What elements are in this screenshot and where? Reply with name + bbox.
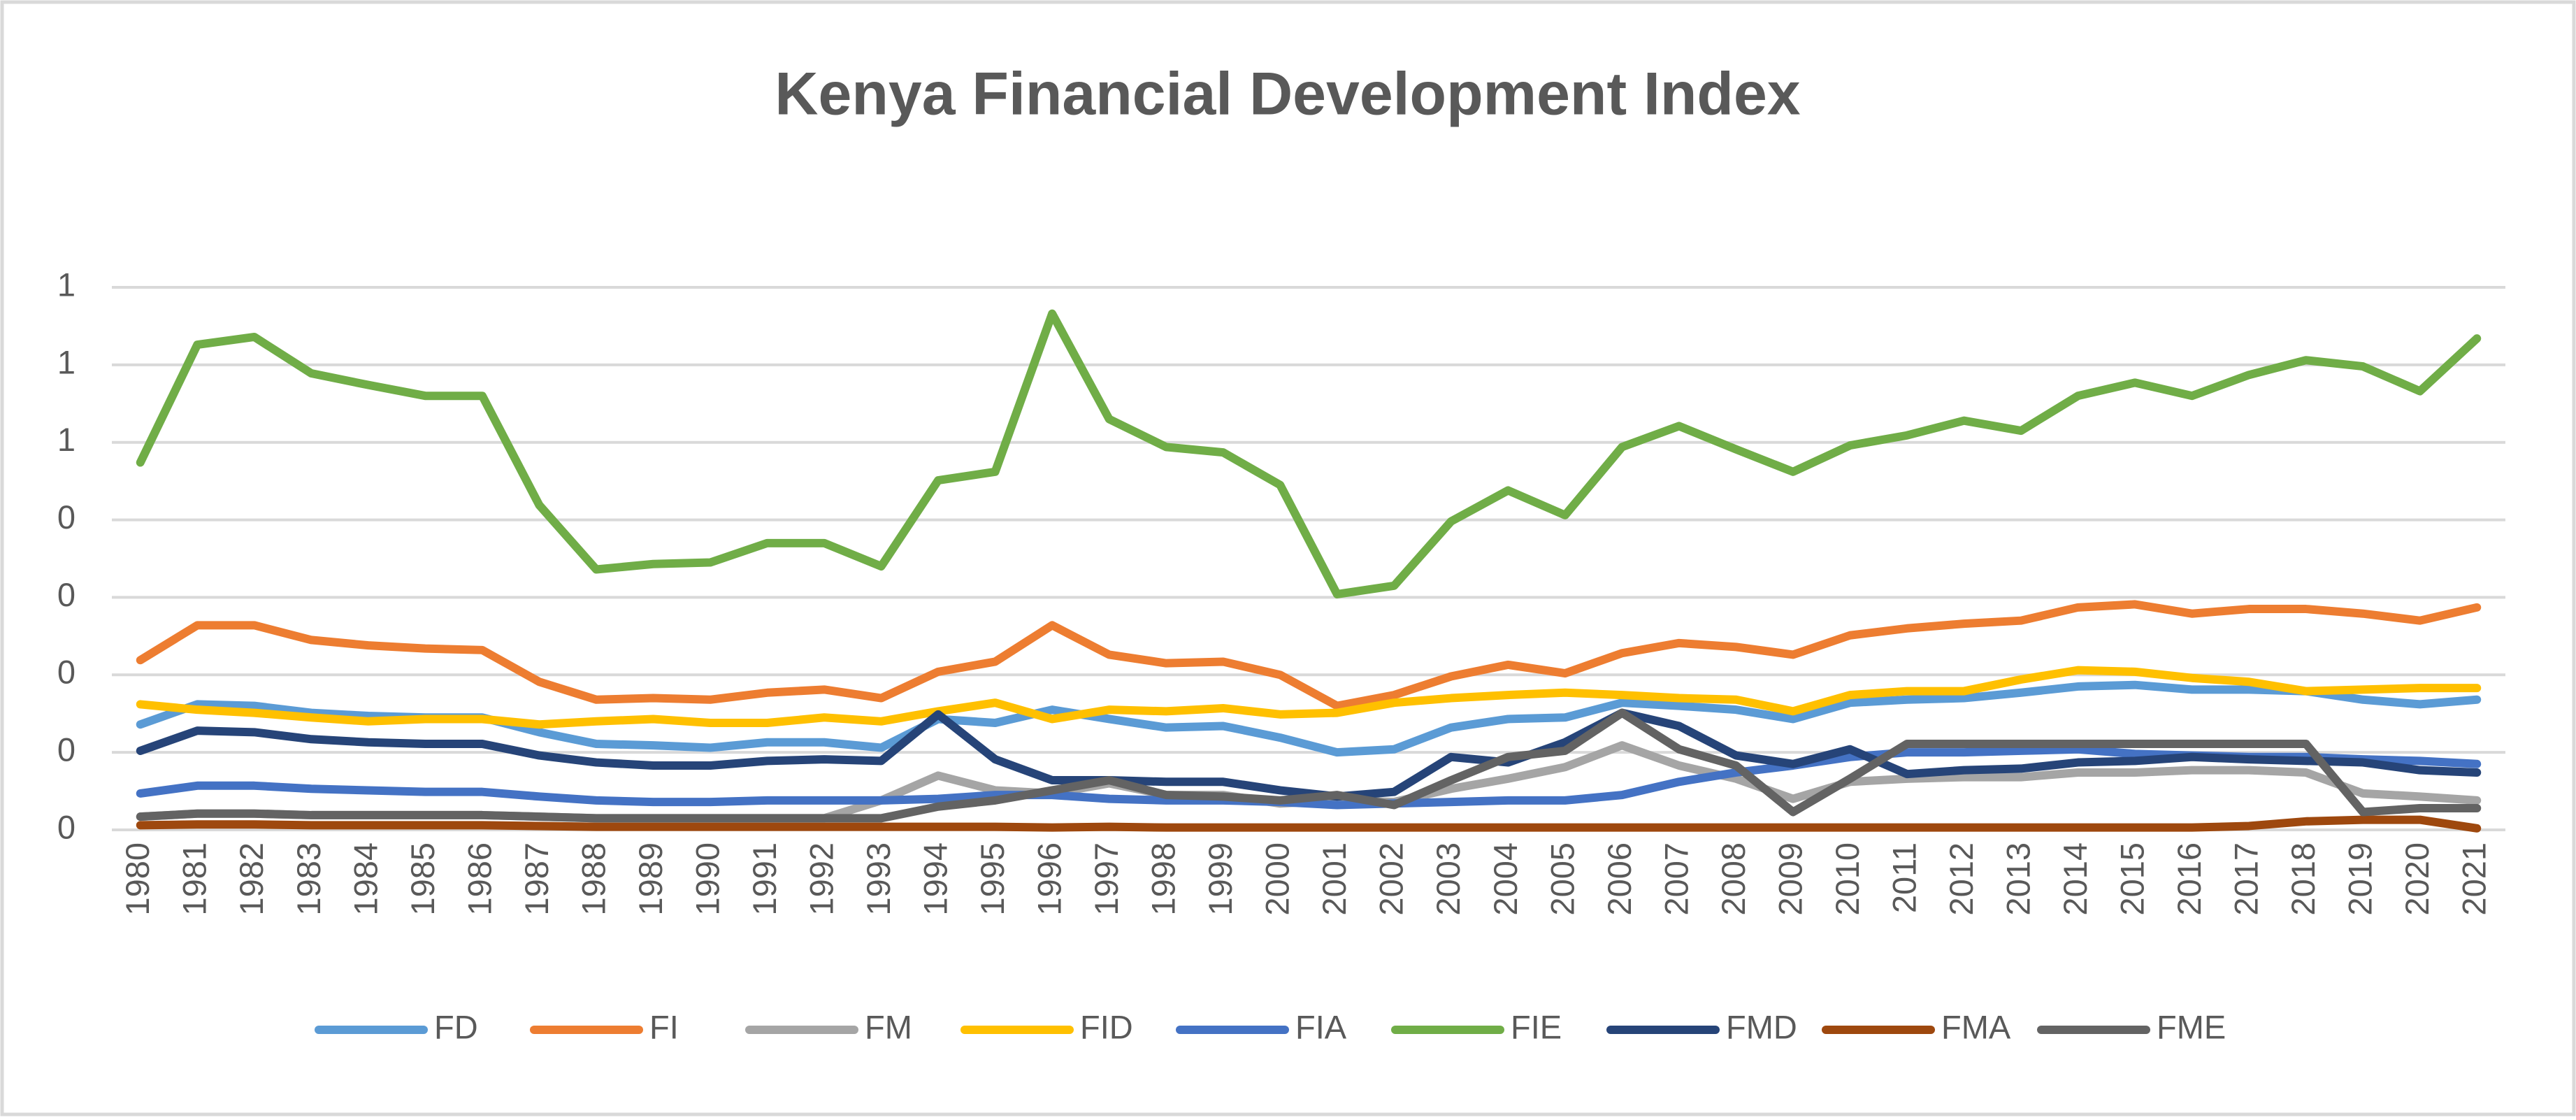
x-tick-label: 1988 xyxy=(575,842,612,916)
x-tick-label: 2013 xyxy=(1999,842,2036,916)
y-tick-label: 0 xyxy=(57,808,75,845)
y-tick-label: 0 xyxy=(57,576,75,613)
x-tick-label: 2012 xyxy=(1943,842,1980,916)
x-tick-label: 2006 xyxy=(1601,842,1638,916)
x-tick-label: 1985 xyxy=(404,842,441,916)
x-tick-label: 2017 xyxy=(2228,842,2265,916)
x-tick-label: 2019 xyxy=(2342,842,2379,916)
x-tick-label: 1980 xyxy=(119,842,156,916)
x-tick-label: 2007 xyxy=(1657,842,1694,916)
x-tick-label: 2008 xyxy=(1715,842,1752,916)
series-line xyxy=(136,708,2482,801)
x-tick-label: 1990 xyxy=(689,842,726,916)
series-line xyxy=(136,815,2482,833)
x-tick-label: 1989 xyxy=(632,842,669,916)
x-tick-label: 1982 xyxy=(233,842,270,916)
x-tick-label: 1998 xyxy=(1145,842,1182,916)
legend-label: FD xyxy=(434,1008,478,1045)
x-tick-label: 1996 xyxy=(1031,842,1068,916)
x-tick-label: 2016 xyxy=(2171,842,2208,916)
x-tick-label: 2005 xyxy=(1544,842,1581,916)
legend-label: FID xyxy=(1080,1008,1133,1045)
x-tick-label: 2014 xyxy=(2057,842,2094,916)
series-line xyxy=(136,309,2482,598)
x-tick-label: 1991 xyxy=(746,842,783,916)
x-tick-label: 2004 xyxy=(1487,842,1524,916)
x-tick-label: 2000 xyxy=(1259,842,1296,916)
series-line xyxy=(136,600,2482,710)
chart-title: Kenya Financial Development Index xyxy=(775,61,1800,128)
x-tick-label: 2021 xyxy=(2456,842,2493,916)
y-tick-label: 1 xyxy=(57,421,75,458)
x-tick-label: 1992 xyxy=(803,842,840,916)
x-tick-label: 1993 xyxy=(860,842,897,916)
x-tick-label: 2009 xyxy=(1771,842,1808,916)
legend-label: FMD xyxy=(1726,1008,1797,1045)
series-line xyxy=(136,666,2482,729)
legend-label: FI xyxy=(649,1008,679,1045)
x-tick-label: 2015 xyxy=(2114,842,2151,916)
x-tick-label: 2020 xyxy=(2398,842,2435,916)
x-tick-label: 2018 xyxy=(2284,842,2322,916)
y-tick-label: 1 xyxy=(57,266,75,303)
y-tick-label: 0 xyxy=(57,731,75,768)
y-tick-label: 1 xyxy=(57,343,75,380)
x-tick-label: 1986 xyxy=(461,842,498,916)
y-tick-label: 0 xyxy=(57,654,75,691)
legend-label: FIA xyxy=(1295,1008,1347,1045)
series-line xyxy=(136,745,2482,810)
x-tick-label: 2003 xyxy=(1430,842,1467,916)
legend-label: FIE xyxy=(1511,1008,1562,1045)
x-tick-label: 1995 xyxy=(974,842,1011,916)
series-line xyxy=(136,708,2482,823)
legend-label: FM xyxy=(865,1008,912,1045)
x-tick-label: 2001 xyxy=(1316,842,1353,916)
x-tick-label: 1984 xyxy=(347,842,384,916)
x-tick-label: 1987 xyxy=(518,842,555,916)
series-line xyxy=(136,680,2482,757)
x-tick-label: 1994 xyxy=(917,842,954,916)
x-tick-label: 1981 xyxy=(176,842,213,916)
x-tick-label: 1983 xyxy=(290,842,327,916)
x-tick-label: 2002 xyxy=(1373,842,1410,916)
x-tick-label: 2011 xyxy=(1885,842,1922,913)
x-tick-label: 1999 xyxy=(1202,842,1239,916)
x-tick-label: 1997 xyxy=(1088,842,1125,916)
legend-label: FME xyxy=(2157,1008,2226,1045)
legend-label: FMA xyxy=(1941,1008,2011,1045)
x-tick-label: 2010 xyxy=(1829,842,1866,916)
y-tick-label: 0 xyxy=(57,498,75,536)
